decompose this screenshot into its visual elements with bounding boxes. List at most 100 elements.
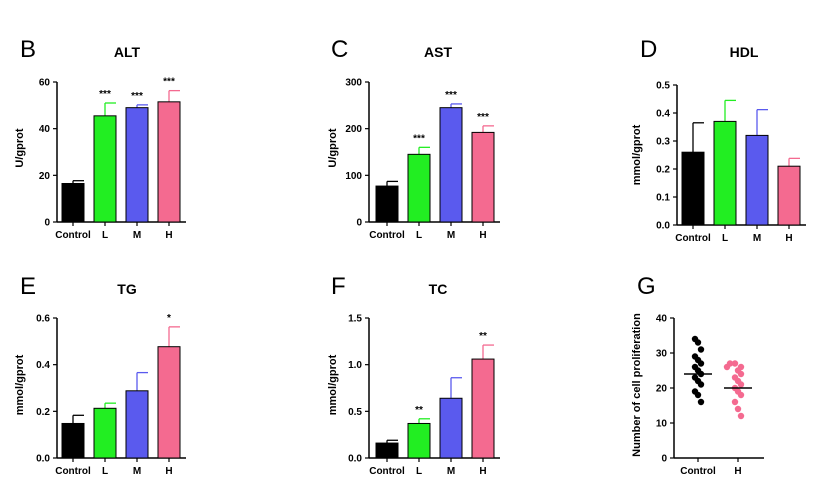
panel-label: G: [637, 273, 656, 300]
y-axis-label: mmol/gprot: [327, 354, 339, 415]
y-tick-label: 0.5: [348, 407, 362, 418]
y-tick-label: 0.2: [36, 407, 50, 418]
bar: [777, 165, 801, 226]
x-tick-label: L: [102, 466, 108, 477]
y-tick-label: 0.4: [656, 109, 670, 120]
x-tick-label: H: [785, 233, 792, 244]
x-tick-label: M: [133, 230, 141, 241]
x-tick-label: Control: [369, 230, 405, 241]
y-tick-label: 30: [656, 349, 668, 360]
y-tick-label: 0.0: [36, 454, 50, 465]
y-tick-label: 0: [661, 454, 667, 465]
bar: [375, 185, 399, 223]
bar: [61, 422, 85, 459]
significance-label: **: [479, 331, 487, 342]
significance-label: ***: [445, 90, 457, 101]
y-tick-label: 0.4: [36, 360, 50, 371]
y-tick-label: 0.2: [656, 165, 670, 176]
panel-label: F: [331, 273, 346, 300]
x-tick-label: Control: [55, 466, 91, 477]
y-tick-label: 1.0: [348, 360, 362, 371]
data-point: [737, 391, 745, 399]
x-tick-label: Control: [369, 466, 405, 477]
panel-c: C AST U/gprot 0 100 200 300 Control L *** M *** H ***: [327, 36, 500, 241]
data-point: [737, 370, 745, 378]
panel-g: G Number of cell proliferation 0 10 20 30 40 Co…: [631, 273, 764, 477]
y-tick-label: 10: [656, 419, 668, 430]
bar: [681, 151, 705, 226]
x-tick-label: H: [479, 230, 486, 241]
y-axis-label: U/gprot: [327, 128, 339, 167]
significance-label: ***: [131, 91, 143, 102]
panel-b: B ALT U/gprot 0 20 40 60 Control L *** M *** H ***: [14, 36, 186, 241]
bar: [471, 131, 495, 223]
bar: [745, 134, 769, 226]
y-tick-label: 0: [44, 218, 50, 229]
y-tick-label: 40: [656, 314, 668, 325]
y-tick-label: 20: [656, 384, 668, 395]
y-tick-label: 20: [39, 171, 51, 182]
y-tick-label: 0.5: [656, 81, 670, 92]
bar: [157, 101, 181, 223]
data-point: [697, 346, 705, 353]
bar: [471, 358, 495, 459]
y-tick-label: 0.3: [656, 137, 670, 148]
x-tick-label: L: [722, 233, 728, 244]
bar: [61, 183, 85, 223]
panel-label: E: [20, 273, 36, 300]
x-tick-label: H: [165, 466, 172, 477]
y-tick-label: 0.6: [36, 314, 50, 325]
bar: [713, 120, 737, 226]
x-tick-label: M: [133, 466, 141, 477]
y-axis-label: Number of cell proliferation: [631, 313, 643, 457]
bar: [125, 390, 149, 459]
significance-label: ***: [163, 77, 175, 88]
significance-label: **: [415, 405, 423, 416]
panel-f: F TC mmol/gprot 0.0 0.5 1.0 1.5 Control L ** M H **: [327, 273, 500, 477]
significance-label: ***: [477, 112, 489, 123]
x-tick-label: Control: [675, 233, 711, 244]
data-point: [694, 391, 702, 399]
data-point: [731, 360, 739, 367]
panel-e: E TG mmol/gprot 0.0 0.2 0.4 0.6 Control L M H *: [14, 273, 186, 477]
bar: [125, 107, 149, 223]
x-tick-label: L: [102, 230, 108, 241]
data-point: [697, 360, 705, 367]
x-tick-label: M: [753, 233, 761, 244]
x-tick-label: M: [447, 466, 455, 477]
data-point: [737, 412, 745, 420]
y-tick-label: 300: [345, 78, 362, 89]
y-axis-label: mmol/gprot: [14, 354, 26, 415]
y-tick-label: 0.1: [656, 193, 670, 204]
data-point: [697, 381, 705, 388]
chart-title: TG: [117, 281, 137, 297]
x-tick-label: Control: [680, 466, 716, 477]
y-tick-label: 40: [39, 124, 51, 135]
significance-label: *: [167, 313, 171, 324]
bar: [93, 115, 117, 223]
y-tick-label: 200: [345, 124, 362, 135]
chart-title: AST: [424, 44, 452, 60]
y-tick-label: 0.0: [656, 221, 670, 232]
y-tick-label: 0.0: [348, 454, 362, 465]
significance-label: ***: [99, 89, 111, 100]
x-tick-label: Control: [55, 230, 91, 241]
bar: [439, 107, 463, 223]
y-tick-label: 100: [345, 171, 362, 182]
panel-d: D HDL mmol/gprot 0.0 0.1 0.2 0.3 0.4 0.5 Control L…: [631, 36, 806, 244]
chart-title: TC: [429, 281, 448, 297]
bar: [407, 422, 431, 459]
bar: [157, 346, 181, 459]
x-tick-label: L: [416, 466, 422, 477]
data-point: [723, 363, 731, 371]
x-tick-label: H: [734, 466, 741, 477]
significance-label: ***: [413, 133, 425, 144]
x-tick-label: L: [416, 230, 422, 241]
data-point: [737, 381, 745, 388]
y-tick-label: 0: [356, 218, 362, 229]
data-point: [731, 398, 739, 406]
bar: [439, 397, 463, 459]
bar: [375, 442, 399, 459]
panel-label: B: [20, 36, 36, 63]
